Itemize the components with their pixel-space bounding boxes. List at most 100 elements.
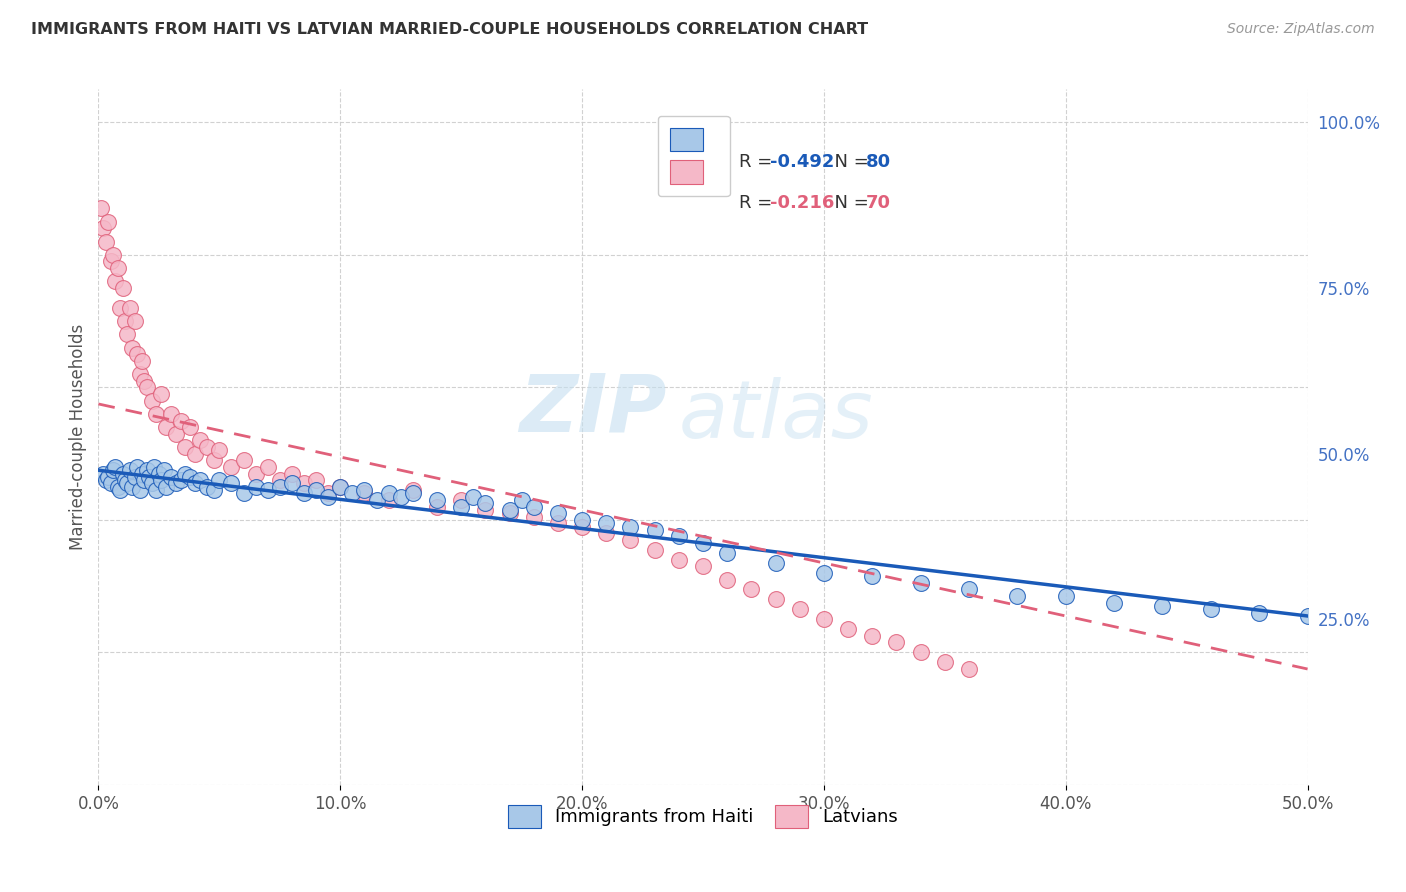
Point bbox=[155, 420, 177, 434]
Point bbox=[111, 281, 134, 295]
Point bbox=[118, 301, 141, 315]
Point bbox=[221, 476, 243, 491]
Point bbox=[1296, 609, 1319, 624]
Point bbox=[329, 480, 352, 494]
Point bbox=[195, 480, 218, 494]
Point bbox=[204, 453, 226, 467]
Point bbox=[128, 483, 150, 497]
Text: -0.492: -0.492 bbox=[770, 153, 834, 171]
Point bbox=[160, 470, 183, 484]
Point bbox=[179, 420, 201, 434]
Point bbox=[668, 529, 690, 543]
Point bbox=[269, 473, 291, 487]
Point bbox=[104, 459, 127, 474]
Point bbox=[716, 573, 738, 587]
Point bbox=[97, 470, 120, 484]
Point bbox=[97, 215, 120, 229]
Point bbox=[281, 467, 304, 481]
Point bbox=[1249, 606, 1271, 620]
Point bbox=[740, 582, 762, 597]
Point bbox=[934, 656, 956, 670]
Point bbox=[765, 592, 787, 607]
Point bbox=[117, 476, 139, 491]
Point bbox=[184, 447, 207, 461]
Point bbox=[523, 509, 546, 524]
Point bbox=[619, 519, 641, 533]
Point bbox=[117, 327, 139, 342]
Point bbox=[100, 476, 122, 491]
Point bbox=[644, 523, 666, 537]
Text: atlas: atlas bbox=[679, 377, 873, 455]
Point bbox=[127, 459, 149, 474]
Point bbox=[134, 473, 156, 487]
Point bbox=[292, 476, 315, 491]
Point bbox=[523, 500, 546, 514]
Text: N =: N = bbox=[824, 194, 875, 212]
Point bbox=[474, 503, 496, 517]
Point bbox=[134, 374, 156, 388]
Point bbox=[131, 467, 153, 481]
Point bbox=[389, 490, 412, 504]
Point bbox=[108, 301, 131, 315]
Text: 70: 70 bbox=[866, 194, 890, 212]
Point bbox=[204, 483, 226, 497]
Point bbox=[188, 434, 211, 448]
Point bbox=[860, 569, 883, 583]
Point bbox=[90, 202, 112, 216]
Point bbox=[342, 486, 364, 500]
Point bbox=[131, 354, 153, 368]
Point bbox=[316, 486, 339, 500]
Point bbox=[245, 467, 267, 481]
Point bbox=[450, 500, 472, 514]
Point bbox=[886, 635, 908, 649]
Point bbox=[94, 473, 117, 487]
Point bbox=[107, 480, 129, 494]
Point bbox=[245, 480, 267, 494]
Point bbox=[174, 440, 197, 454]
Point bbox=[305, 483, 328, 497]
Point bbox=[135, 380, 157, 394]
Point bbox=[152, 463, 174, 477]
Point bbox=[377, 486, 399, 500]
Point bbox=[498, 506, 520, 520]
Point bbox=[305, 473, 328, 487]
Point bbox=[1102, 596, 1125, 610]
Point bbox=[135, 463, 157, 477]
Point bbox=[426, 500, 449, 514]
Point bbox=[160, 407, 183, 421]
Point bbox=[789, 602, 811, 616]
Point bbox=[101, 463, 124, 477]
Point bbox=[292, 486, 315, 500]
Point bbox=[107, 261, 129, 276]
Point bbox=[100, 254, 122, 268]
Point bbox=[353, 483, 375, 497]
Point bbox=[316, 490, 339, 504]
Legend: Immigrants from Haiti, Latvians: Immigrants from Haiti, Latvians bbox=[501, 797, 905, 835]
Point bbox=[141, 393, 163, 408]
Text: -0.216: -0.216 bbox=[770, 194, 834, 212]
Point bbox=[94, 235, 117, 249]
Point bbox=[143, 459, 166, 474]
Point bbox=[547, 516, 569, 531]
Point bbox=[281, 476, 304, 491]
Point bbox=[426, 493, 449, 508]
Point bbox=[377, 493, 399, 508]
Point bbox=[221, 459, 243, 474]
Point bbox=[114, 314, 136, 328]
Point bbox=[571, 519, 593, 533]
Point bbox=[692, 536, 714, 550]
Point bbox=[124, 314, 146, 328]
Point bbox=[108, 483, 131, 497]
Point bbox=[353, 486, 375, 500]
Text: R =: R = bbox=[740, 153, 778, 171]
Point bbox=[121, 480, 143, 494]
Point bbox=[692, 559, 714, 574]
Point bbox=[145, 407, 167, 421]
Point bbox=[150, 473, 173, 487]
Text: ZIP: ZIP bbox=[519, 370, 666, 449]
Y-axis label: Married-couple Households: Married-couple Households bbox=[69, 324, 87, 550]
Point bbox=[510, 493, 533, 508]
Point bbox=[155, 480, 177, 494]
Point bbox=[232, 453, 254, 467]
Point bbox=[111, 467, 134, 481]
